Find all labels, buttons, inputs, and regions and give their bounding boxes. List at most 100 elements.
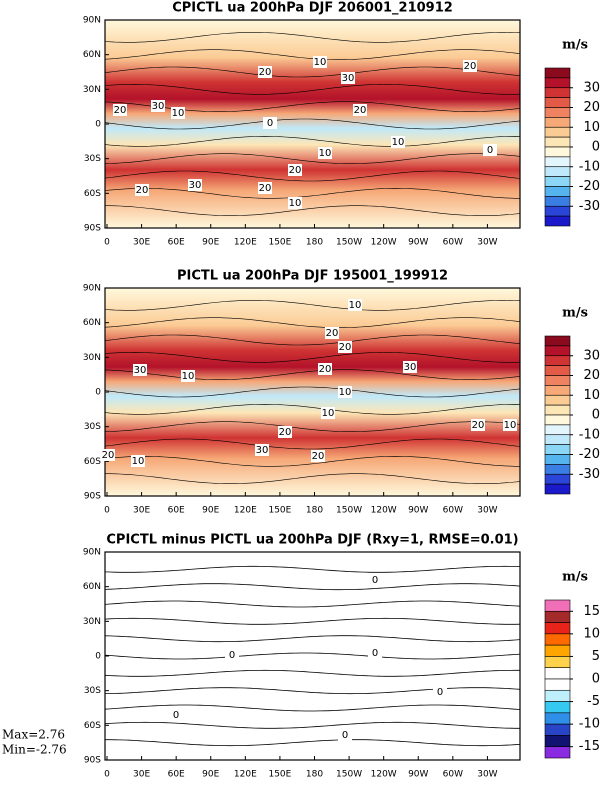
contour-label-bg [188,179,202,191]
colorbar-tick-label: 10 [583,388,600,403]
x-tick-label: 0 [104,770,110,780]
contour-line [105,739,521,747]
x-tick-label: 90E [202,238,219,248]
colorbar-box [544,414,571,426]
colorbar-box [544,454,571,465]
colorbar-tick-label: -10 [579,717,600,732]
colorbar-tick-label: 10 [583,120,600,135]
contour-label: 10 [339,387,352,398]
contour-label-bg [368,647,382,659]
colorbar-box [544,77,571,89]
colorbar-tick-label: -10 [579,159,600,174]
contour-label: 10 [132,456,145,467]
x-tick-label: 120E [234,506,257,516]
contour-label-bg [403,361,417,373]
colorbar-box [544,166,571,177]
contour-label-bg [171,107,185,119]
contour-line [105,473,521,485]
contour-label: 20 [312,451,325,462]
colorbar-box [544,599,571,612]
y-tick-label: 60S [84,721,101,731]
colorbar-tick-label: 0 [592,408,600,423]
contour-label: 10 [182,371,195,382]
contour-label: 0 [437,687,443,698]
colorbar-box [544,701,571,714]
contour-line [104,317,521,329]
colorbar-box [544,146,571,158]
contour-line [104,669,520,677]
y-tick-label: 90S [84,224,101,234]
colorbar-tick-label: 20 [583,368,600,383]
colorbar-tick-label: 30 [583,348,600,363]
colorbar-box [544,723,571,736]
y-tick-label: 30S [84,686,101,696]
contour-line [104,83,521,95]
colorbar-tick-label: -30 [579,467,600,482]
contour-label-bg [325,327,339,339]
x-tick-label: 60E [168,770,185,780]
colorbar-tick-label: -20 [579,179,600,194]
colorbar-box [544,136,571,148]
contour-line [104,617,521,625]
colorbar-box [544,355,571,366]
colorbar-unit: m/s [562,38,588,53]
contour-label: 30 [134,365,147,376]
colorbar-box [544,464,571,475]
contour-label-bg [181,370,195,382]
contour-line [104,421,521,433]
colorbar-box [544,186,571,197]
contour-label: 20 [464,61,477,72]
y-tick-label: 90N [83,284,101,294]
x-tick-label: 180 [306,238,323,248]
contour-line [104,704,521,712]
x-tick-label: 90W [408,238,428,248]
colorbar-box [544,444,571,455]
contour-label: 20 [259,67,272,78]
contour-label-bg [113,104,127,116]
y-tick-label: 60S [84,457,101,467]
x-tick-label: 120E [234,238,257,248]
colorbar-box [544,345,571,357]
contour-line [104,187,520,199]
contour-line [104,170,521,182]
contour-label: 30 [189,180,202,191]
contour-label: 20 [326,328,339,339]
stat-text: Max=2.76 [2,728,65,742]
contour-label-bg [288,197,302,209]
colorbar-tick-label: -30 [579,199,600,214]
colorbar-box [544,394,571,406]
colorbar-box [544,215,571,227]
contour-line [104,652,521,660]
y-tick-label: 90N [83,16,101,26]
colorbar-tick-label: -10 [579,427,600,442]
x-tick-label: 30E [133,506,150,516]
y-tick-label: 90S [84,492,101,502]
contour-line [104,31,521,43]
contour-line [104,49,521,61]
contour-label: 10 [392,137,405,148]
colorbar-tick-label: 10 [583,626,600,641]
contour-line [104,369,521,381]
y-tick-label: 60S [84,189,101,199]
colorbar-box [544,97,571,108]
contour-label: 0 [229,650,235,661]
colorbar-tick-label: 5 [592,649,600,664]
contour-label-bg [225,649,239,661]
x-tick-label: 90E [202,770,219,780]
y-tick-label: 30N [83,85,101,95]
colorbar-tick-label: -20 [579,447,600,462]
colorbar-box [544,156,571,168]
x-tick-label: 120W [371,770,397,780]
contour-label-bg [288,164,302,176]
map-field [104,551,521,761]
contour-label-bg [353,104,367,116]
x-tick-label: 90W [408,506,428,516]
contour-label: 20 [319,364,332,375]
contour-label-bg [503,419,517,431]
contour-line [104,334,521,346]
contour-line [104,565,521,573]
contour-label-bg [463,60,477,72]
contour-label-bg [338,341,352,353]
contour-label: 10 [349,300,362,311]
